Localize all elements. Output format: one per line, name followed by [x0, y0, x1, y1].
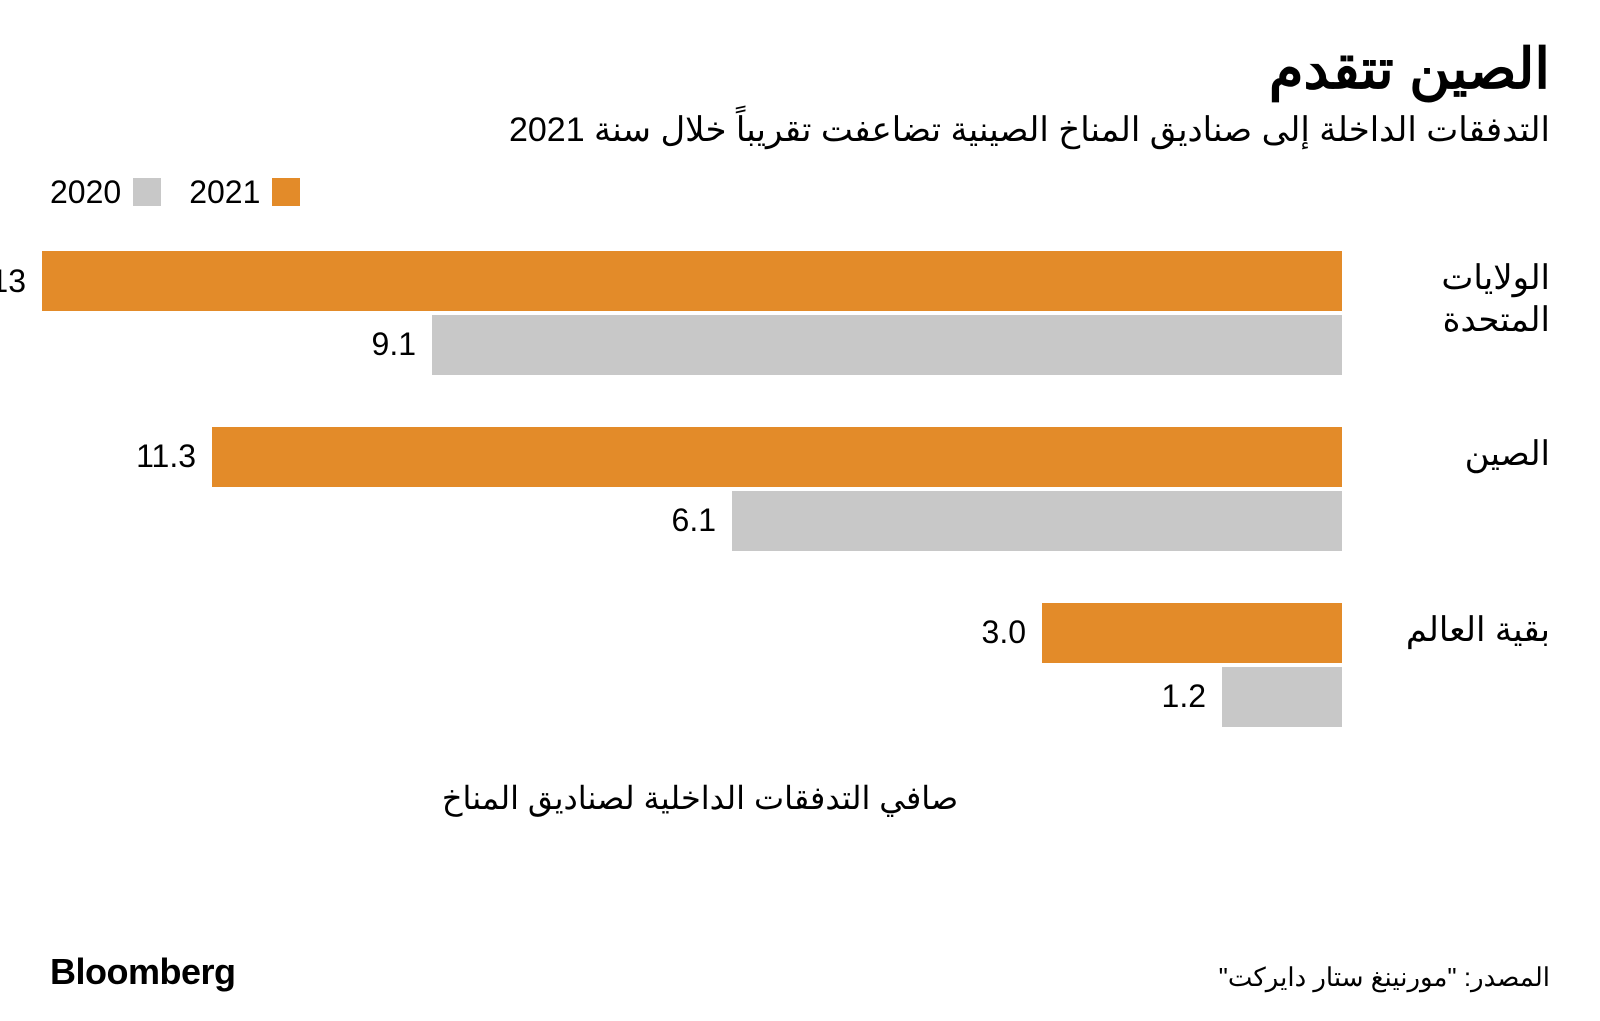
category-bars: 3.0 1.2: [50, 603, 1342, 727]
bar: [42, 251, 1342, 311]
category-bars: 11.3 6.1: [50, 427, 1342, 551]
bar: [432, 315, 1342, 375]
bar-row: 13 مليار دولار: [0, 251, 1342, 311]
bar-value-label: 6.1: [672, 502, 716, 539]
chart-legend: 2021 2020: [50, 174, 1550, 211]
chart-title: الصين تتقدم: [50, 38, 1550, 100]
legend-swatch: [272, 178, 300, 206]
bar-value-label: 1.2: [1162, 678, 1206, 715]
bar-value-label: 9.1: [372, 326, 416, 363]
legend-label: 2021: [189, 174, 260, 211]
chart-area: الولايات المتحدة13 مليار دولار9.1 الصين 11…: [50, 251, 1550, 727]
category-label: الصين: [1370, 427, 1550, 476]
category-label: الولايات المتحدة: [1370, 251, 1550, 342]
bar-row: 6.1: [50, 491, 1342, 551]
bar-row: 3.0: [50, 603, 1342, 663]
bar-value-label: 13 مليار دولار: [0, 262, 26, 300]
x-axis-label: صافي التدفقات الداخلية لصناديق المناخ: [50, 779, 1550, 817]
category-bars: 13 مليار دولار 9.1: [0, 251, 1342, 375]
chart-subtitle: التدفقات الداخلة إلى صناديق المناخ الصين…: [50, 108, 1550, 152]
chart-footer: المصدر: "مورنينغ ستار دايركت" Bloomberg: [50, 951, 1550, 993]
bar-row: 11.3: [50, 427, 1342, 487]
bar-value-label: 3.0: [982, 614, 1026, 651]
source-text: المصدر: "مورنينغ ستار دايركت": [1219, 962, 1550, 993]
bar-row: 9.1: [0, 315, 1342, 375]
bar: [1222, 667, 1342, 727]
bar: [1042, 603, 1342, 663]
bar: [732, 491, 1342, 551]
bar-row: 1.2: [50, 667, 1342, 727]
legend-swatch: [133, 178, 161, 206]
legend-item: 2020: [50, 174, 161, 211]
bar-value-label: 11.3: [136, 438, 196, 475]
legend-item: 2021: [189, 174, 300, 211]
brand-logo: Bloomberg: [50, 951, 236, 993]
chart-category: الولايات المتحدة13 مليار دولار9.1: [50, 251, 1550, 375]
legend-label: 2020: [50, 174, 121, 211]
chart-category: بقية العالم 3.0 1.2: [50, 603, 1550, 727]
category-label: بقية العالم: [1370, 603, 1550, 652]
bar: [212, 427, 1342, 487]
chart-category: الصين 11.3 6.1: [50, 427, 1550, 551]
